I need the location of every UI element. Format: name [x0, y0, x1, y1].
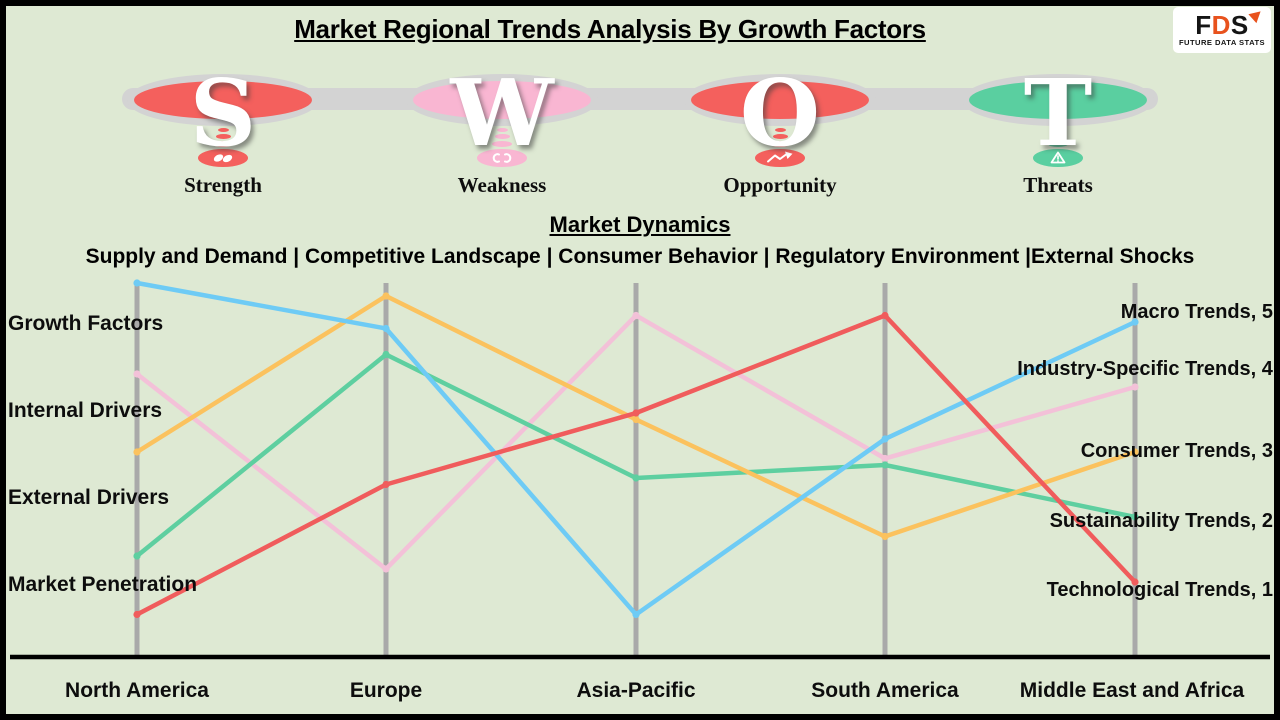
- series-end-label-consumer-trends: Consumer Trends, 3: [1080, 440, 1273, 462]
- fds-logo-subtext: FUTURE DATA STATS: [1178, 38, 1266, 47]
- logo-letter-d: D: [1211, 10, 1231, 40]
- category-label-asia-pacific: Asia-Pacific: [576, 679, 696, 702]
- threats-icon: [1033, 149, 1083, 167]
- market-dynamics-heading: Market Dynamics: [549, 212, 731, 237]
- axis-label-market-penetration: Market Penetration: [8, 573, 198, 596]
- weakness-label: Weakness: [457, 173, 547, 197]
- axis-label-external-drivers: External Drivers: [8, 486, 170, 509]
- swot-connector-band: [122, 88, 1158, 110]
- market-dynamics-items: Supply and Demand | Competitive Landscap…: [85, 245, 1195, 268]
- series-end-label-technological: Technological Trends, 1: [1046, 579, 1273, 601]
- logo-letter-s: S: [1230, 10, 1249, 40]
- category-label-europe: Europe: [349, 679, 423, 702]
- category-label-north-america: North America: [65, 679, 209, 702]
- logo-arrow-icon: [1248, 6, 1265, 24]
- axis-label-growth-factors: Growth Factors: [8, 312, 164, 335]
- strength-icon: [198, 149, 248, 167]
- drip-dots: [111, 128, 335, 147]
- series-end-label-industry-specific: Industry-Specific Trends, 4: [1017, 358, 1273, 380]
- drip-dots: [946, 128, 1170, 147]
- opportunity-icon: [755, 149, 805, 167]
- series-end-label-sustainability: Sustainability Trends, 2: [1049, 510, 1273, 532]
- series-end-label-macro-trends: Macro Trends, 5: [1120, 301, 1273, 323]
- page-title: Market Regional Trends Analysis By Growt…: [294, 14, 926, 44]
- category-label-middle-east-africa: Middle East and Africa: [1019, 679, 1245, 702]
- category-label-south-america: South America: [811, 679, 959, 702]
- weakness-icon: [477, 149, 527, 167]
- drip-dots: [390, 128, 614, 147]
- opportunity-label: Opportunity: [723, 173, 837, 197]
- drip-dots: [668, 128, 892, 147]
- threats-label: Threats: [1023, 173, 1093, 197]
- strength-label: Strength: [184, 173, 262, 197]
- logo-letter-f: F: [1195, 10, 1212, 40]
- axis-label-internal-drivers: Internal Drivers: [8, 399, 163, 422]
